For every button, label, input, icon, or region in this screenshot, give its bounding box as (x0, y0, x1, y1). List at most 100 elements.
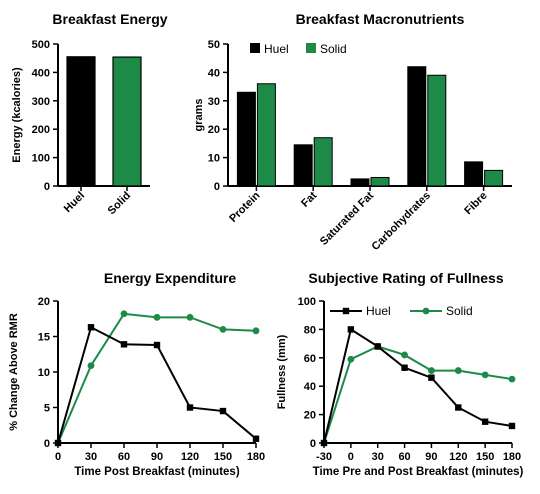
legend-label: Solid (446, 304, 473, 318)
y-tick-label: 200 (32, 124, 50, 136)
y-tick-label: 100 (298, 296, 316, 308)
point-solid (481, 371, 489, 379)
y-axis-label: grams (193, 98, 205, 131)
y-axis-label: % Change Above RMR (8, 313, 20, 431)
legend-label: Huel (264, 42, 289, 56)
bar-solid (112, 56, 142, 187)
point-solid (120, 310, 128, 318)
x-tick-label: 30 (372, 451, 384, 463)
y-tick-label: 0 (44, 181, 50, 193)
y-tick-label: 10 (38, 367, 50, 379)
bar-huel-protein (236, 91, 256, 187)
point-huel (54, 439, 62, 447)
y-tick-label: 0 (214, 181, 220, 193)
y-tick-label: 50 (208, 39, 220, 51)
legend-marker (422, 307, 430, 315)
point-huel (481, 418, 489, 425)
legend-swatch-huel (250, 43, 260, 53)
x-tick-label: Carbohydrates (370, 190, 433, 253)
y-axis-label: Energy (kcalories) (11, 67, 23, 163)
point-huel (120, 341, 128, 348)
y-tick-label: 500 (32, 39, 50, 51)
point-solid (401, 351, 408, 359)
x-tick-label: Protein (227, 189, 262, 224)
x-tick-label: 120 (181, 451, 199, 463)
chart-title: Breakfast Macronutrients (296, 11, 465, 27)
point-solid (347, 355, 355, 363)
bar-solid-saturated-fat (370, 176, 390, 187)
legend: Huel Solid (330, 304, 473, 318)
point-huel (320, 439, 328, 447)
x-axis-label: Time Pre and Post Breakfast (minutes) (313, 466, 524, 478)
point-huel (252, 435, 260, 442)
y-tick-label: 80 (304, 324, 316, 336)
x-tick-label: Solid (106, 190, 133, 217)
point-solid (153, 313, 161, 321)
bar-huel (66, 56, 96, 187)
legend-swatch-solid (306, 43, 316, 53)
chart-breakfast-macronutrients: 0 10 20 30 40 50 Breakfast Macronutrients grams… (193, 11, 512, 253)
legend-label: Solid (320, 42, 347, 56)
legend-label: Huel (366, 304, 391, 318)
legend: Huel Solid (250, 42, 347, 56)
x-tick-label: 90 (425, 451, 437, 463)
y-tick-label: 0 (310, 438, 316, 450)
y-tick-label: 20 (38, 296, 50, 308)
y-tick-label: 60 (304, 353, 316, 365)
chart-title: Subjective Rating of Fullness (308, 270, 503, 286)
point-huel (428, 374, 435, 381)
point-huel (508, 422, 516, 430)
legend-marker (342, 307, 350, 315)
y-tick-label: 5 (44, 403, 50, 415)
x-tick-label: -30 (316, 451, 332, 463)
chart-title: Breakfast Energy (52, 11, 167, 27)
y-tick-label: 30 (208, 96, 220, 108)
y-tick-label: 40 (304, 381, 316, 393)
x-tick-label: Saturated Fat (318, 189, 376, 247)
point-huel (455, 404, 462, 411)
x-axis-label: Time Post Breakfast (minutes) (74, 466, 239, 478)
y-tick-label: 0 (44, 438, 50, 450)
bar-solid-carbohydrates (427, 74, 447, 187)
point-solid (219, 326, 227, 333)
x-tick-label: 150 (476, 451, 494, 463)
y-tick-label: 20 (208, 124, 220, 136)
bar-solid-fibre (484, 169, 504, 187)
series-line-solid (57, 312, 257, 444)
point-solid (508, 375, 516, 383)
x-tick-label: 60 (398, 451, 410, 463)
series-line-huel (323, 327, 513, 444)
bar-huel-carbohydrates (407, 66, 427, 187)
point-huel (374, 343, 381, 350)
point-solid (87, 362, 95, 370)
chart-subjective-fullness: 0 20 40 60 80 100 Subjective Rating of Fullnes… (276, 270, 524, 478)
x-tick-label: 120 (449, 451, 467, 463)
x-tick-label: Fat (299, 189, 319, 209)
y-tick-label: 100 (32, 153, 50, 165)
series-line-solid (323, 345, 513, 444)
x-tick-label: 30 (85, 451, 97, 463)
bar-huel-fat (293, 144, 313, 187)
point-huel (401, 364, 408, 371)
x-tick-label: Huel (62, 190, 87, 215)
point-solid (454, 367, 462, 374)
point-solid (428, 367, 435, 374)
y-tick-label: 15 (38, 332, 50, 344)
y-tick-label: 400 (32, 67, 50, 79)
point-huel (347, 326, 355, 333)
y-tick-label: 10 (208, 153, 220, 165)
x-tick-label: 90 (151, 451, 163, 463)
point-solid (252, 327, 260, 335)
x-tick-label: 60 (118, 451, 130, 463)
chart-title: Energy Expenditure (104, 270, 236, 286)
x-tick-label: Fibre (462, 190, 490, 218)
y-axis-label: Fullness (mm) (276, 334, 288, 409)
chart-energy-expenditure: 0 5 10 15 20 Energy Expenditure % Change Above… (8, 270, 265, 478)
y-tick-label: 20 (304, 410, 316, 422)
bar-solid-fat (313, 137, 333, 187)
x-tick-label: 180 (247, 451, 265, 463)
point-huel (153, 341, 161, 349)
point-huel (186, 404, 194, 411)
y-tick-label: 300 (32, 96, 50, 108)
